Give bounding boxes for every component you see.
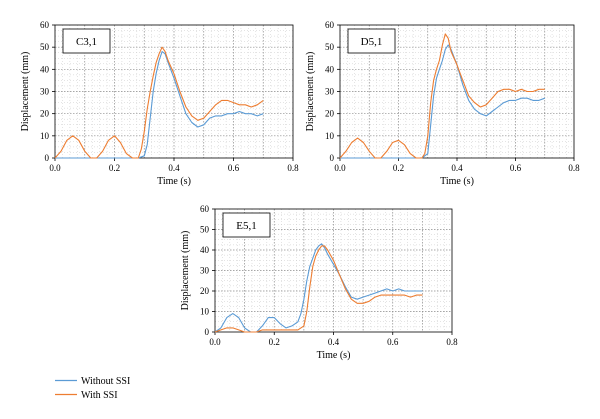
y-tick-label: 30 xyxy=(200,266,210,276)
y-tick-label: 50 xyxy=(40,42,50,52)
x-axis-label: Time (s) xyxy=(317,350,351,361)
series-line-with-ssi xyxy=(54,46,264,159)
series-line-with-ssi xyxy=(339,33,545,159)
chart-panel-e5-1: 0.0 0.2 0.4 0.6 0.8 0 10 20 30 40 50 60 Time (s) Disp… xyxy=(180,204,458,361)
y-tick-label: 40 xyxy=(40,64,50,74)
legend-label-without-ssi: Without SSI xyxy=(81,376,130,387)
x-tick-label: 0.0 xyxy=(334,163,346,173)
y-tick-label: 10 xyxy=(325,131,335,141)
panel-label-box xyxy=(62,28,111,54)
grid xyxy=(55,25,293,158)
y-axis-label: Displacement (mm) xyxy=(180,231,191,311)
chart-panel-c3-1: 0.0 0.2 0.4 0.6 0.8 0 10 20 30 40 50 60 Time (s) Disp… xyxy=(20,20,299,187)
x-tick-label: 0.2 xyxy=(269,337,280,347)
x-tick-label: 0.0 xyxy=(49,163,61,173)
y-tick-label: 60 xyxy=(200,204,210,214)
y-tick-label: 10 xyxy=(40,131,50,141)
x-tick-label: 0.2 xyxy=(393,163,404,173)
series-line-with-ssi xyxy=(214,245,423,333)
y-tick-label: 40 xyxy=(200,245,210,255)
y-tick-label: 10 xyxy=(200,307,210,317)
series-line-without-ssi xyxy=(55,51,264,159)
legend: Without SSI With SSI xyxy=(55,376,130,401)
y-tick-label: 0 xyxy=(330,153,335,163)
y-tick-label: 20 xyxy=(325,109,335,119)
y-tick-label: 20 xyxy=(40,109,50,119)
chart-panel-d5-1: 0.0 0.2 0.4 0.6 0.8 0 10 20 30 40 50 60 Time (s) Disp… xyxy=(305,20,580,187)
y-tick-label: 0 xyxy=(45,153,50,163)
legend-label-with-ssi: With SSI xyxy=(81,390,118,401)
y-axis-label: Displacement (mm) xyxy=(305,52,316,132)
y-axis-label: Displacement (mm) xyxy=(20,52,31,132)
x-axis-label: Time (s) xyxy=(157,176,191,187)
x-tick-label: 0.8 xyxy=(568,163,580,173)
x-tick-label: 0.4 xyxy=(451,163,463,173)
x-axis-label: Time (s) xyxy=(440,176,474,187)
x-tick-label: 0.4 xyxy=(168,163,180,173)
panel-label-box xyxy=(347,28,396,54)
x-tick-label: 0.0 xyxy=(209,337,221,347)
x-tick-label: 0.6 xyxy=(228,163,240,173)
x-tick-label: 0.6 xyxy=(387,337,399,347)
x-tick-label: 0.4 xyxy=(328,337,340,347)
series-line-without-ssi xyxy=(340,44,545,159)
panel-label: E5,1 xyxy=(236,220,256,232)
chart-panels: 0.0 0.2 0.4 0.6 0.8 0 10 20 30 40 50 60 Time (s) Disp… xyxy=(20,20,580,361)
y-tick-label: 40 xyxy=(325,64,335,74)
y-tick-label: 20 xyxy=(200,286,210,296)
panel-label: D5,1 xyxy=(361,36,383,48)
x-tick-label: 0.2 xyxy=(109,163,120,173)
y-tick-label: 60 xyxy=(40,20,50,30)
y-tick-label: 0 xyxy=(205,327,210,337)
y-tick-label: 50 xyxy=(325,42,335,52)
y-tick-label: 50 xyxy=(200,225,210,235)
x-tick-label: 0.6 xyxy=(510,163,522,173)
x-tick-label: 0.8 xyxy=(287,163,299,173)
y-tick-label: 30 xyxy=(325,87,335,97)
x-tick-label: 0.8 xyxy=(446,337,458,347)
y-tick-label: 30 xyxy=(40,87,50,97)
panel-label: C3,1 xyxy=(76,36,97,48)
y-tick-label: 60 xyxy=(325,20,335,30)
panel-label-box xyxy=(222,212,271,238)
